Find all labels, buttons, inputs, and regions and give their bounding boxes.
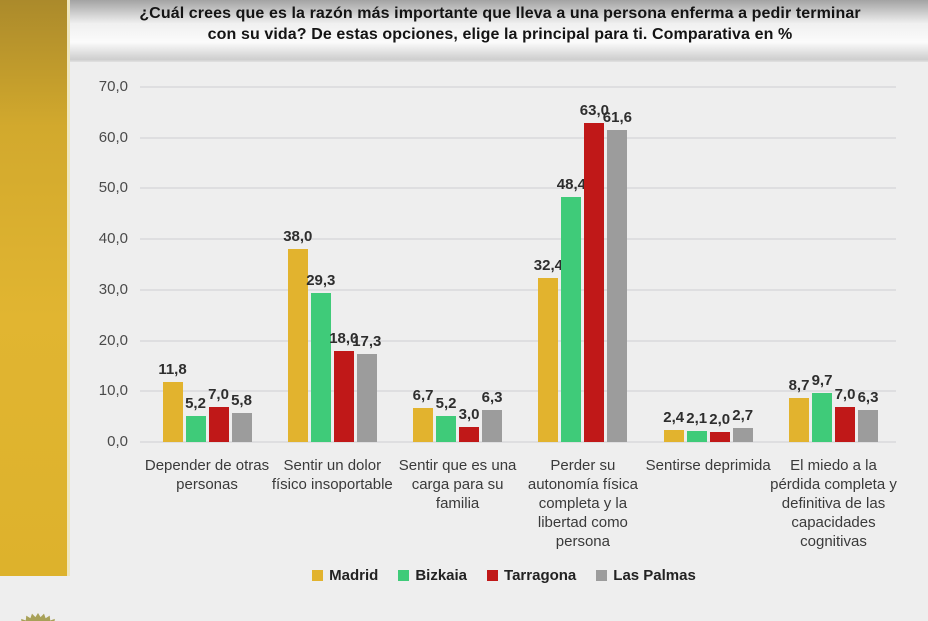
bar-value-label: 2,1 — [686, 410, 708, 428]
bar-tarragona — [333, 350, 354, 442]
chart-title: ¿Cuál crees que es la razón más importan… — [80, 3, 920, 45]
legend-item-madrid: Madrid — [312, 567, 378, 584]
category-label: Depender de otras personas — [144, 457, 270, 493]
left-accent-bar — [0, 0, 70, 576]
bar-value-label: 17,3 — [352, 333, 382, 351]
bar-tarragona — [709, 431, 730, 442]
bar-value-label: 32,4 — [533, 256, 563, 274]
legend-label: Bizkaia — [415, 567, 468, 584]
bar-tarragona — [208, 406, 229, 442]
bar-value-label: 8,7 — [788, 376, 810, 394]
legend-label: Tarragona — [504, 567, 577, 584]
bar-value-label: 63,0 — [579, 101, 609, 119]
y-gridline — [140, 288, 896, 291]
legend-swatch-icon — [487, 570, 499, 581]
legend-item-bizkaia: Bizkaia — [398, 567, 467, 584]
bar-value-label: 6,7 — [412, 387, 434, 405]
bar-madrid — [287, 249, 308, 442]
category-label: Perder su autonomía física completa y la… — [527, 457, 638, 550]
bar-value-label: 3,0 — [458, 405, 480, 423]
bar-bizkaia — [185, 415, 206, 442]
bar-bizkaia — [561, 196, 582, 442]
bar-bizkaia — [686, 431, 707, 442]
y-gridline — [140, 339, 896, 342]
bar-madrid — [413, 408, 434, 442]
legend-swatch-icon — [596, 570, 608, 581]
bar-value-label: 2,0 — [709, 410, 731, 428]
bar-value-label: 18,0 — [329, 329, 359, 347]
bar-madrid — [663, 429, 684, 442]
bar-bizkaia — [310, 293, 331, 442]
y-axis-tick-label: 20,0 — [98, 331, 128, 349]
y-axis-tick-label: 30,0 — [98, 280, 128, 298]
y-gridline — [140, 441, 896, 443]
bar-value-label: 38,0 — [283, 228, 313, 246]
category-label: Sentir que es una carga para su familia — [398, 457, 517, 512]
bar-madrid — [538, 277, 559, 442]
y-gridline — [140, 86, 896, 88]
bar-value-label: 5,8 — [231, 391, 252, 409]
bar-las-palmas — [858, 410, 878, 442]
y-gridline — [140, 390, 896, 393]
bar-las-palmas — [607, 129, 628, 442]
bar-tarragona — [584, 122, 605, 442]
bar-las-palmas — [231, 412, 252, 442]
y-axis-tick-label: 70,0 — [98, 78, 128, 95]
title-band — [0, 0, 928, 62]
bar-value-label: 5,2 — [185, 394, 206, 412]
bar-value-label: 11,8 — [158, 361, 187, 379]
bar-value-label: 29,3 — [306, 272, 336, 290]
y-axis-tick-label: 60,0 — [98, 128, 128, 146]
chart-title-line-2: con su vida? De estas opciones, elige la… — [207, 26, 793, 43]
y-axis-tick-label: 10,0 — [98, 382, 128, 400]
sunburst-logo-icon — [21, 613, 55, 621]
bar-bizkaia — [436, 415, 457, 442]
bar-value-label: 61,6 — [602, 108, 632, 126]
bar-madrid — [789, 397, 809, 442]
bar-las-palmas — [732, 428, 753, 442]
bar-value-label: 48,4 — [556, 175, 586, 193]
category-label: Sentir un dolor físico insoportable — [271, 457, 393, 493]
bar-bizkaia — [812, 392, 832, 442]
legend-item-tarragona: Tarragona — [487, 567, 576, 584]
bar-value-label: 7,0 — [834, 385, 856, 403]
legend-label: Madrid — [329, 567, 379, 584]
legend-swatch-icon — [398, 570, 410, 581]
legend-item-las-palmas: Las Palmas — [596, 567, 696, 584]
bar-value-label: 5,2 — [435, 394, 457, 412]
chart-title-line-1: ¿Cuál crees que es la razón más importan… — [139, 5, 861, 22]
category-label: Sentirse deprimida — [645, 457, 771, 474]
bar-las-palmas — [356, 354, 377, 442]
category-label: El miedo a la pérdida completa y definit… — [770, 457, 897, 550]
bar-value-label: 9,7 — [811, 371, 833, 389]
legend-swatch-icon — [312, 570, 324, 581]
bar-value-label: 2,4 — [663, 408, 685, 426]
bar-value-label: 7,0 — [208, 385, 229, 403]
y-axis-tick-label: 0,0 — [107, 433, 128, 450]
y-gridline — [140, 136, 896, 139]
y-axis-tick-label: 40,0 — [98, 230, 128, 248]
y-gridline — [140, 187, 896, 190]
y-gridline — [140, 238, 896, 241]
bar-value-label: 6,3 — [481, 389, 503, 407]
legend-label: Las Palmas — [613, 567, 696, 584]
bar-tarragona — [459, 426, 480, 442]
bar-las-palmas — [482, 410, 503, 442]
bar-tarragona — [835, 406, 855, 442]
bar-madrid — [162, 382, 183, 442]
chart-legend: Madrid Bizkaia Tarragona Las Palmas — [80, 567, 928, 584]
bar-value-label: 2,7 — [732, 407, 754, 425]
bar-value-label: 6,3 — [857, 389, 879, 407]
y-axis-tick-label: 50,0 — [98, 179, 128, 197]
